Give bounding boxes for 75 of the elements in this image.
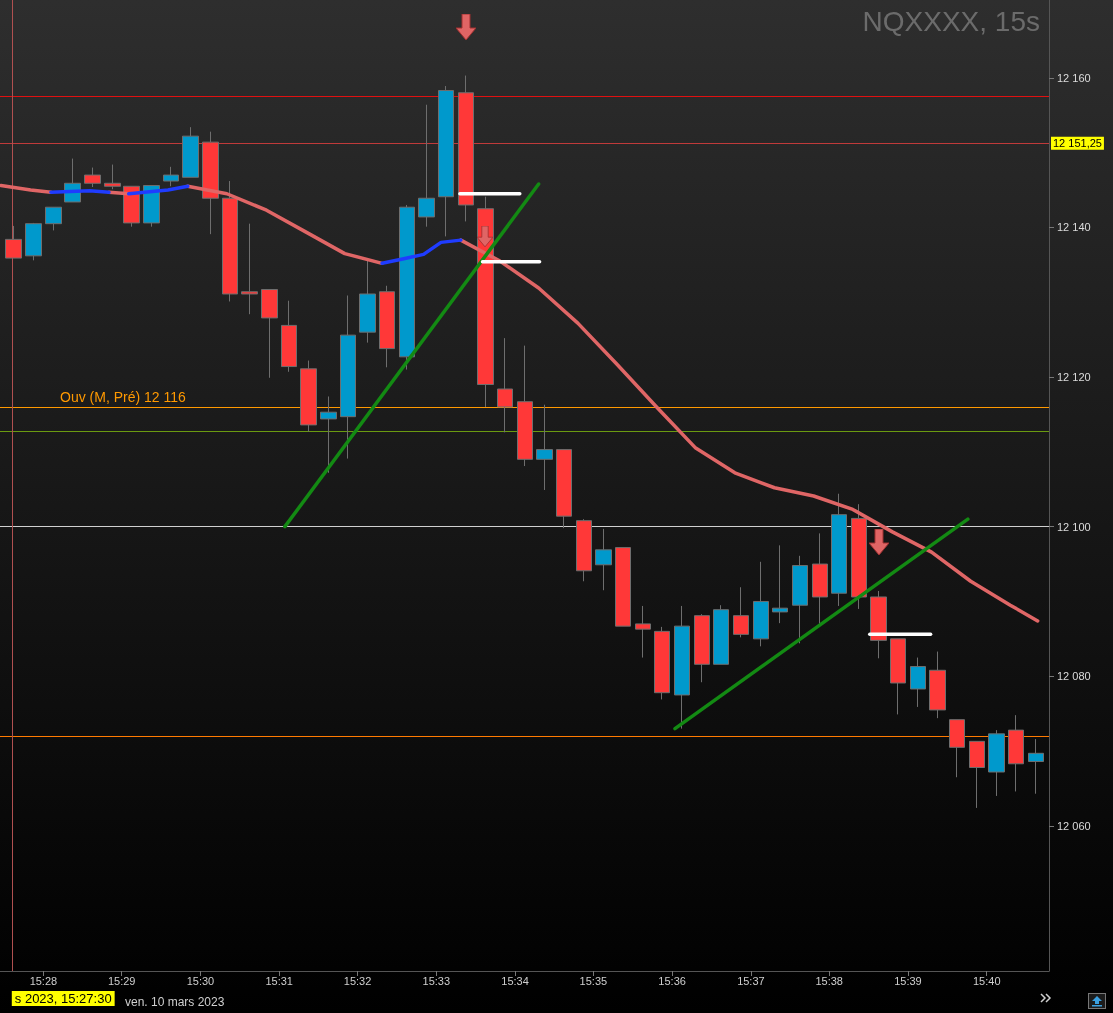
candlestick: [222, 180, 238, 302]
candlestick: [418, 104, 435, 228]
x-tick-label: 15:29: [107, 974, 136, 987]
x-tick-label: 15:34: [501, 974, 529, 987]
x-tick-label: 15:38: [815, 974, 843, 987]
candlestick: [753, 561, 769, 647]
candlestick: [5, 225, 22, 259]
candlestick: [202, 131, 219, 235]
candlestick: [143, 185, 160, 228]
candlestick: [969, 740, 985, 809]
text: ven. 10 mars 2023: [125, 995, 225, 1009]
candlestick: [694, 613, 710, 683]
x-tick-label: 15:35: [579, 974, 608, 987]
candlestick: [25, 222, 42, 261]
candlestick: [772, 544, 788, 624]
candlestick: [910, 657, 926, 708]
candlestick: [792, 555, 808, 644]
candlestick: [831, 493, 847, 607]
candlestick: [45, 206, 62, 231]
candlestick: [890, 638, 906, 715]
y-tick-label: 12 080: [1057, 670, 1091, 683]
candlestick: [635, 605, 651, 659]
candlestick: [556, 449, 572, 529]
candlestick: [576, 518, 592, 582]
candlestick: [949, 719, 965, 778]
x-tick-label: 15:33: [422, 974, 451, 987]
candlestick: [281, 300, 297, 373]
candlestick: [713, 604, 729, 665]
candlestick: [340, 294, 356, 460]
ref-line-label: Ouv (M, Pré) 12 116: [60, 388, 186, 405]
candlestick: [595, 528, 612, 591]
y-tick-label: 12 120: [1057, 371, 1091, 384]
candlestick: [1008, 714, 1024, 792]
candlestick: [438, 85, 454, 237]
candlestick: [929, 651, 946, 719]
candlestick: [497, 337, 513, 433]
candlestick: [241, 223, 258, 315]
x-tick-label: 15:30: [186, 974, 215, 987]
candlestick: [517, 345, 533, 467]
candlestick: [674, 605, 690, 730]
y-tick-label: 12 140: [1057, 221, 1091, 234]
candlestick: [988, 729, 1005, 797]
candlestick: [359, 258, 376, 344]
x-tick-label: 15:39: [894, 974, 922, 987]
candlestick: [379, 285, 395, 368]
x-tick-label: 15:40: [972, 974, 1001, 987]
candlestick: [84, 167, 101, 188]
candlestick: [870, 590, 887, 659]
candlestick: [123, 185, 140, 228]
candlestick: [458, 75, 474, 222]
candlestick: [733, 586, 749, 638]
candlestick: [615, 547, 631, 627]
candlestick: [851, 503, 867, 610]
candlestick: [399, 204, 415, 371]
x-tick-label: 15:28: [29, 974, 58, 987]
y-tick-label: 12 100: [1057, 520, 1091, 533]
ref-line-label: 12 151,25: [1053, 137, 1102, 150]
x-tick-label: 15:36: [658, 974, 686, 987]
y-tick-label: 12 060: [1057, 819, 1091, 832]
x-tick-label: 15:31: [265, 974, 293, 987]
candlestick: [654, 626, 670, 700]
x-tick-label: 15:32: [343, 974, 372, 987]
candlestick: [104, 164, 121, 190]
ref-line-label: s 2023, 15:27:30: [14, 991, 112, 1006]
candlestick: [163, 166, 179, 187]
candlestick: [300, 360, 317, 433]
chart-title: NQXXXX, 15s: [862, 5, 1040, 37]
candlestick: [1028, 738, 1044, 795]
y-tick-label: 12 160: [1057, 71, 1091, 84]
candlestick: [182, 126, 199, 178]
candlestick: [812, 532, 828, 626]
candlestick: [261, 289, 278, 379]
x-tick-label: 15:37: [737, 974, 765, 987]
candlestick: [320, 395, 337, 474]
candlestick: [536, 404, 553, 491]
